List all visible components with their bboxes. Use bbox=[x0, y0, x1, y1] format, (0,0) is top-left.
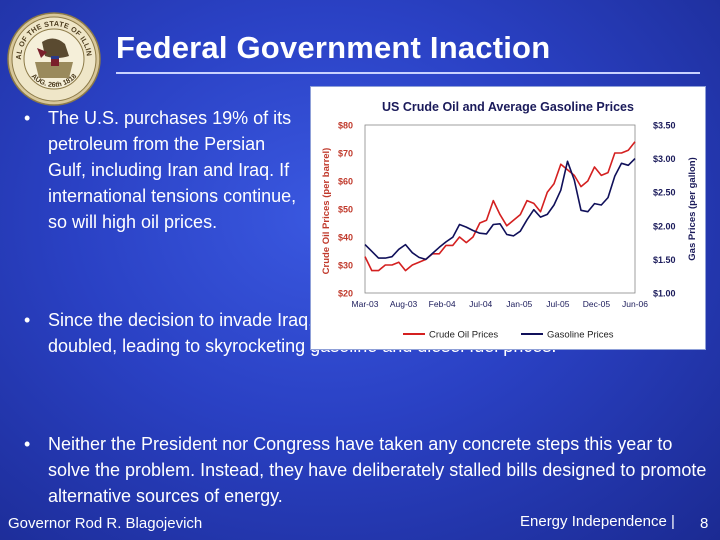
bullet-petroleum: • The U.S. purchases 19% of its petroleu… bbox=[24, 105, 304, 285]
y-right-axis-title: Gas Prices (per gallon) bbox=[687, 157, 698, 260]
y-left-tick-label: $60 bbox=[338, 177, 353, 187]
x-tick-label: Jul-05 bbox=[546, 299, 569, 309]
gasoline-line bbox=[364, 158, 636, 261]
y-right-tick-label: $1.50 bbox=[653, 255, 676, 265]
x-tick-label: Jun-06 bbox=[622, 299, 648, 309]
chart-title: US Crude Oil and Average Gasoline Prices bbox=[382, 100, 634, 114]
title-underline bbox=[116, 72, 700, 74]
slide-title: Federal Government Inaction bbox=[116, 30, 551, 65]
legend-crude-label: Crude Oil Prices bbox=[429, 330, 498, 341]
y-left-tick-label: $40 bbox=[338, 233, 353, 243]
bullet-marker: • bbox=[24, 434, 31, 454]
y-right-tick-label: $3.50 bbox=[653, 121, 676, 131]
x-tick-label: Jan-05 bbox=[506, 299, 532, 309]
bullet-text: Neither the President nor Congress have … bbox=[48, 434, 707, 506]
page-number: 8 bbox=[700, 515, 709, 532]
x-tick-label: Jul-04 bbox=[469, 299, 492, 309]
y-left-axis-title: Crude Oil Prices (per barrel) bbox=[321, 148, 332, 275]
y-left-tick-label: $50 bbox=[338, 205, 353, 215]
footer-section: Energy Independence | bbox=[520, 513, 675, 530]
plot-frame bbox=[364, 124, 636, 294]
crude-oil-line bbox=[364, 141, 636, 272]
bullet-marker: • bbox=[24, 108, 31, 128]
bullet-inaction: • Neither the President nor Congress hav… bbox=[24, 431, 706, 511]
y-right-tick-label: $3.00 bbox=[653, 154, 676, 164]
price-chart-svg: US Crude Oil and Average Gasoline Prices… bbox=[321, 100, 698, 341]
y-left-tick-label: $70 bbox=[338, 149, 353, 159]
x-tick-label: Feb-04 bbox=[429, 299, 456, 309]
x-tick-label: Aug-03 bbox=[390, 299, 418, 309]
y-right-tick-label: $2.00 bbox=[653, 221, 676, 231]
x-tick-label: Mar-03 bbox=[352, 299, 379, 309]
y-right-tick-label: $1.00 bbox=[653, 289, 676, 299]
y-left-tick-label: $20 bbox=[338, 289, 353, 299]
legend-gas-label: Gasoline Prices bbox=[547, 330, 614, 341]
bullet-marker: • bbox=[24, 310, 31, 330]
y-left-tick-label: $30 bbox=[338, 261, 353, 271]
y-right-tick-label: $2.50 bbox=[653, 188, 676, 198]
bullet-text: The U.S. purchases 19% of its petroleum … bbox=[48, 108, 297, 232]
price-chart: US Crude Oil and Average Gasoline Prices… bbox=[310, 86, 706, 350]
x-tick-label: Dec-05 bbox=[583, 299, 611, 309]
y-left-tick-label: $80 bbox=[338, 121, 353, 131]
footer-author: Governor Rod R. Blagojevich bbox=[8, 515, 203, 532]
illinois-state-seal: SEAL OF THE STATE OF ILLINOIS AUG. 26th … bbox=[7, 12, 101, 106]
